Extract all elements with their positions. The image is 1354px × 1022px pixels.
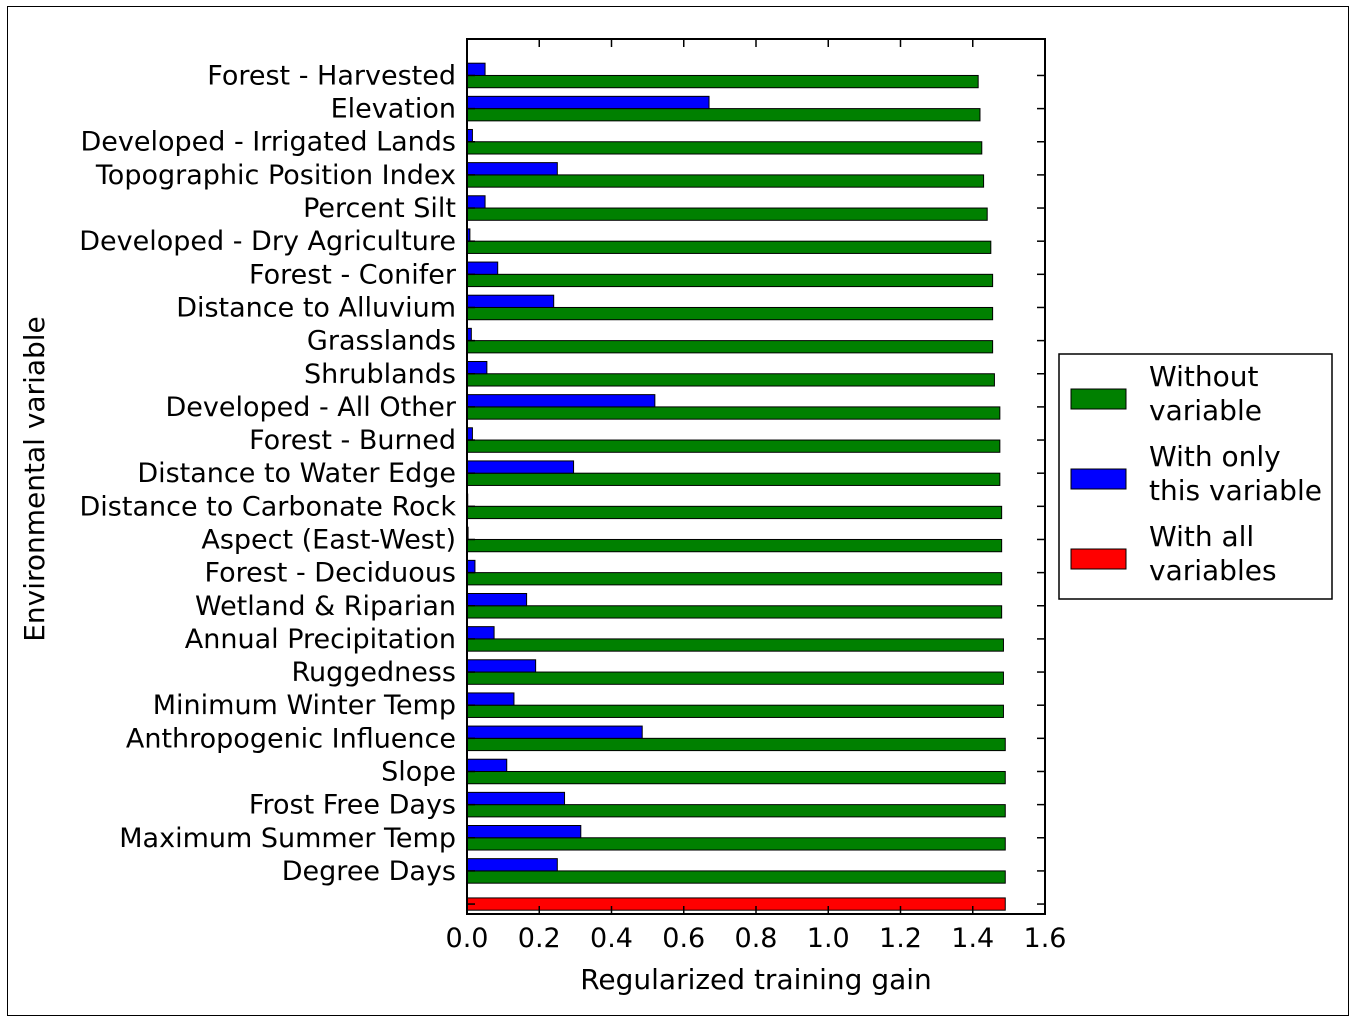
bar-without-variable — [466, 837, 1006, 851]
x-tick-label: 0.4 — [590, 923, 633, 954]
bar-without-variable — [466, 671, 1004, 685]
category-label: Developed - Dry Agriculture — [79, 226, 456, 257]
bar-with-only-this-variable — [466, 592, 528, 607]
bar-without-variable — [466, 704, 1004, 718]
category-label: Shrublands — [304, 359, 456, 390]
training-gain-bar-chart: 0.0 0.2 0.4 0.6 0.8 1.0 1.2 1.4 1.6 Forest - Har… — [18, 38, 1333, 996]
bars-layer — [466, 62, 1006, 911]
category-label: Distance to Alluvium — [176, 292, 456, 323]
bar-without-variable — [466, 870, 1006, 884]
category-label: Forest - Deciduous — [205, 558, 456, 589]
legend-swatch-with-only-this-variable — [1070, 468, 1127, 490]
bar-with-only-this-variable — [466, 858, 558, 872]
bar-with-only-this-variable — [466, 360, 488, 375]
category-label: Maximum Summer Temp — [119, 823, 456, 854]
category-label: Wetland & Riparian — [195, 591, 456, 622]
bar-without-variable — [466, 439, 1001, 453]
category-label: Distance to Carbonate Rock — [80, 491, 457, 522]
bar-with-only-this-variable — [466, 692, 515, 706]
bar-with-only-this-variable — [466, 261, 499, 275]
legend-swatch-without-variable — [1070, 388, 1127, 410]
bar-without-variable — [466, 505, 1003, 520]
bar-with-only-this-variable — [466, 725, 643, 739]
category-label: Aspect (East-West) — [201, 524, 456, 555]
bar-without-variable — [466, 605, 1003, 619]
bar-without-variable — [466, 406, 1001, 420]
bar-with-only-this-variable — [466, 825, 582, 839]
bar-without-variable — [466, 240, 992, 254]
bar-without-variable — [466, 804, 1006, 818]
category-label: Forest - Conifer — [249, 259, 457, 290]
x-tick-label: 0.0 — [446, 923, 489, 954]
bar-with-only-this-variable — [466, 758, 508, 772]
bar-with-only-this-variable — [466, 95, 710, 110]
x-tick-label: 0.8 — [735, 923, 778, 954]
bar-without-variable — [466, 770, 1006, 785]
bar-with-only-this-variable — [466, 394, 656, 408]
category-label: Frost Free Days — [249, 790, 456, 821]
category-label: Topographic Position Index — [95, 160, 456, 191]
bar-without-variable — [466, 174, 985, 188]
bar-without-variable — [466, 273, 994, 288]
legend-label-with-only-this-variable: With only this variable — [1149, 440, 1322, 507]
category-label: Forest - Harvested — [207, 60, 456, 91]
bar-with-only-this-variable — [466, 659, 537, 673]
category-label: Ruggedness — [291, 657, 456, 688]
x-tick-label: 1.6 — [1024, 923, 1067, 954]
legend-label-with-all-variables: With all variables — [1149, 520, 1277, 587]
plot-area-border — [466, 38, 1046, 915]
category-label: Minimum Winter Temp — [153, 690, 456, 721]
x-tick-label: 1.4 — [951, 923, 994, 954]
bar-with-only-this-variable — [466, 294, 555, 308]
bar-with-only-this-variable — [466, 195, 486, 209]
category-label: Annual Precipitation — [185, 624, 456, 655]
bar-without-variable — [466, 472, 1001, 486]
bar-without-variable — [466, 207, 988, 221]
bar-with-only-this-variable — [466, 460, 575, 474]
bar-without-variable — [466, 737, 1006, 752]
category-label: Degree Days — [282, 856, 456, 887]
bar-with-only-this-variable — [466, 791, 566, 806]
bar-with-all-variables — [466, 897, 1006, 911]
bar-without-variable — [466, 74, 979, 89]
category-label: Anthropogenic Influence — [126, 723, 456, 754]
bar-without-variable — [466, 340, 994, 354]
category-label: Elevation — [331, 94, 456, 125]
category-label: Developed - Irrigated Lands — [80, 127, 456, 158]
x-tick-label: 1.2 — [879, 923, 922, 954]
bar-without-variable — [466, 306, 994, 321]
bar-with-only-this-variable — [466, 626, 495, 640]
bar-without-variable — [466, 141, 983, 155]
bar-without-variable — [466, 373, 995, 387]
legend: Without variable With only this variable Wit… — [1058, 353, 1333, 600]
y-axis-label: Environmental variable — [18, 316, 51, 642]
bar-with-only-this-variable — [466, 62, 486, 76]
x-tick-label: 0.6 — [662, 923, 705, 954]
ticks-layer: 0.0 0.2 0.4 0.6 0.8 1.0 1.2 1.4 1.6 — [446, 39, 1067, 954]
category-label: Grasslands — [307, 326, 456, 357]
bar-with-only-this-variable — [466, 559, 476, 574]
legend-swatch-with-all-variables — [1070, 548, 1127, 570]
bar-without-variable — [466, 108, 981, 122]
x-tick-label: 0.2 — [518, 923, 561, 954]
figure-frame: 0.0 0.2 0.4 0.6 0.8 1.0 1.2 1.4 1.6 Forest - Har… — [7, 6, 1349, 1016]
category-label: Forest - Burned — [249, 425, 456, 456]
category-label: Percent Silt — [303, 193, 456, 224]
bar-without-variable — [466, 572, 1003, 586]
legend-label-without-variable: Without variable — [1149, 360, 1262, 427]
bar-without-variable — [466, 638, 1004, 652]
bar-without-variable — [466, 538, 1003, 553]
x-axis-label: Regularized training gain — [580, 963, 932, 996]
category-label: Distance to Water Edge — [137, 458, 456, 489]
category-label: Slope — [381, 756, 456, 787]
bar-with-only-this-variable — [466, 162, 558, 176]
x-tick-label: 1.0 — [807, 923, 850, 954]
category-label: Developed - All Other — [165, 392, 456, 423]
